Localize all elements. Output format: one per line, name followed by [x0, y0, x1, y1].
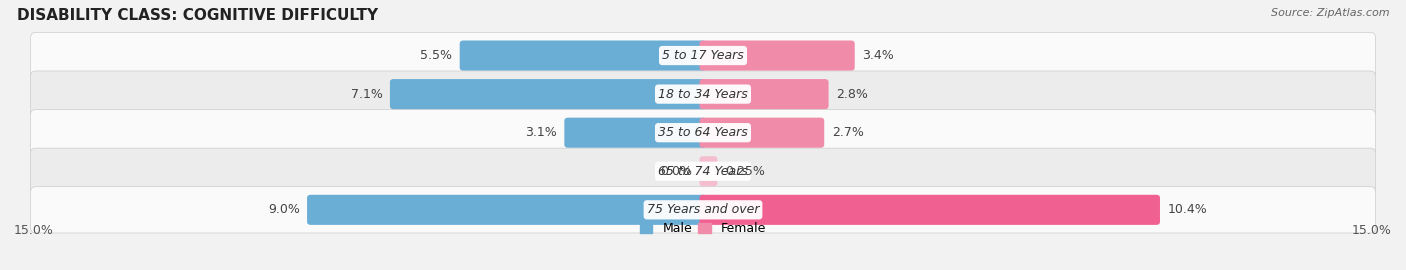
- FancyBboxPatch shape: [31, 110, 1375, 156]
- FancyBboxPatch shape: [700, 195, 1160, 225]
- FancyBboxPatch shape: [389, 79, 706, 109]
- Text: 35 to 64 Years: 35 to 64 Years: [658, 126, 748, 139]
- Text: 75 Years and over: 75 Years and over: [647, 203, 759, 216]
- FancyBboxPatch shape: [700, 40, 855, 70]
- Text: 0.25%: 0.25%: [725, 165, 765, 178]
- Text: 15.0%: 15.0%: [1353, 224, 1392, 237]
- Text: 5.5%: 5.5%: [420, 49, 453, 62]
- Text: DISABILITY CLASS: COGNITIVE DIFFICULTY: DISABILITY CLASS: COGNITIVE DIFFICULTY: [17, 8, 378, 23]
- Legend: Male, Female: Male, Female: [640, 222, 766, 235]
- Text: 2.7%: 2.7%: [831, 126, 863, 139]
- Text: 18 to 34 Years: 18 to 34 Years: [658, 87, 748, 101]
- Text: 3.4%: 3.4%: [862, 49, 894, 62]
- FancyBboxPatch shape: [307, 195, 706, 225]
- Text: 15.0%: 15.0%: [14, 224, 53, 237]
- Text: 2.8%: 2.8%: [837, 87, 868, 101]
- Text: 7.1%: 7.1%: [350, 87, 382, 101]
- FancyBboxPatch shape: [31, 187, 1375, 233]
- FancyBboxPatch shape: [31, 71, 1375, 117]
- FancyBboxPatch shape: [700, 118, 824, 148]
- Text: 5 to 17 Years: 5 to 17 Years: [662, 49, 744, 62]
- Text: 3.1%: 3.1%: [526, 126, 557, 139]
- FancyBboxPatch shape: [460, 40, 706, 70]
- FancyBboxPatch shape: [564, 118, 706, 148]
- Text: 65 to 74 Years: 65 to 74 Years: [658, 165, 748, 178]
- FancyBboxPatch shape: [31, 148, 1375, 194]
- Text: 0.0%: 0.0%: [659, 165, 692, 178]
- FancyBboxPatch shape: [700, 79, 828, 109]
- FancyBboxPatch shape: [700, 156, 717, 186]
- FancyBboxPatch shape: [31, 32, 1375, 79]
- Text: 9.0%: 9.0%: [267, 203, 299, 216]
- Text: 10.4%: 10.4%: [1167, 203, 1208, 216]
- Text: Source: ZipAtlas.com: Source: ZipAtlas.com: [1271, 8, 1389, 18]
